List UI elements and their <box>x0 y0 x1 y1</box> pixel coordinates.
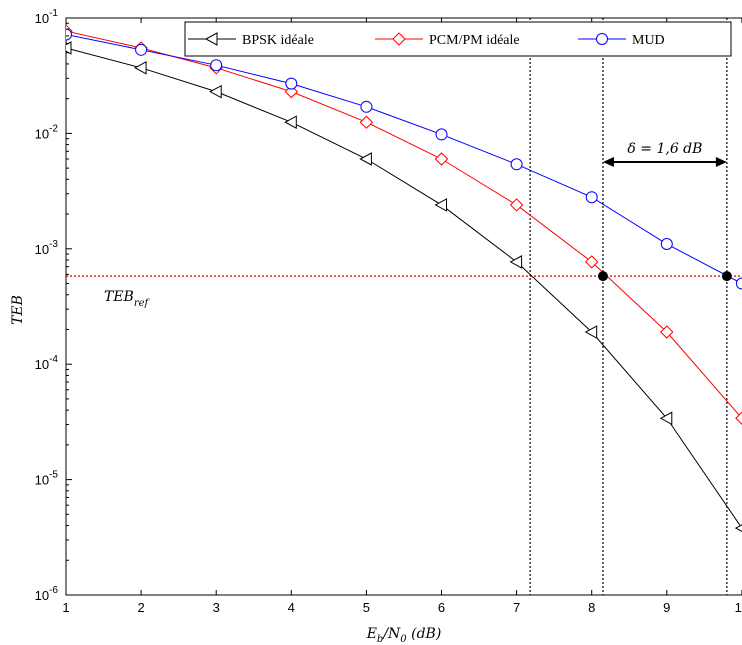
data-point-2 <box>136 44 147 55</box>
x-tick-label: 9 <box>663 600 670 615</box>
delta-label: δ = 1,6 dB <box>627 141 702 157</box>
data-point-2 <box>661 239 672 250</box>
data-point-2 <box>361 101 372 112</box>
x-tick-label: 4 <box>288 600 295 615</box>
data-point-2 <box>586 192 597 203</box>
data-point-2 <box>511 159 522 170</box>
legend-label-2: MUD <box>632 33 665 48</box>
x-tick-label: 10 <box>735 600 742 615</box>
y-tick-label: 10-4 <box>35 354 59 372</box>
x-tick-label: 6 <box>438 600 445 615</box>
x-axis-label: Eb/N0 (dB) <box>366 626 442 645</box>
y-axis-label: TEB <box>10 295 26 325</box>
y-tick-label: 10-5 <box>35 470 59 488</box>
data-point-2 <box>61 29 72 40</box>
y-tick-label: 10-2 <box>35 123 59 141</box>
x-tick-label: 1 <box>62 600 69 615</box>
x-tick-label: 8 <box>588 600 595 615</box>
y-tick-label: 10-3 <box>35 239 59 257</box>
legend-marker-2 <box>597 34 608 45</box>
data-point-2 <box>211 60 222 71</box>
data-point-2 <box>286 78 297 89</box>
x-tick-label: 7 <box>513 600 520 615</box>
y-tick-label: 10-1 <box>35 8 59 26</box>
x-tick-label: 2 <box>137 600 144 615</box>
x-tick-label: 5 <box>363 600 370 615</box>
plot-area <box>66 18 742 595</box>
legend-label-0: BPSK idéale <box>242 33 314 48</box>
legend: BPSK idéale PCM/PM idéale MUD <box>185 22 731 56</box>
y-tick-label: 10-6 <box>35 585 59 603</box>
crossing-point <box>722 271 732 281</box>
legend-label-1: PCM/PM idéale <box>429 33 520 48</box>
crossing-point <box>598 271 608 281</box>
x-tick-label: 3 <box>213 600 220 615</box>
data-point-2 <box>436 129 447 140</box>
